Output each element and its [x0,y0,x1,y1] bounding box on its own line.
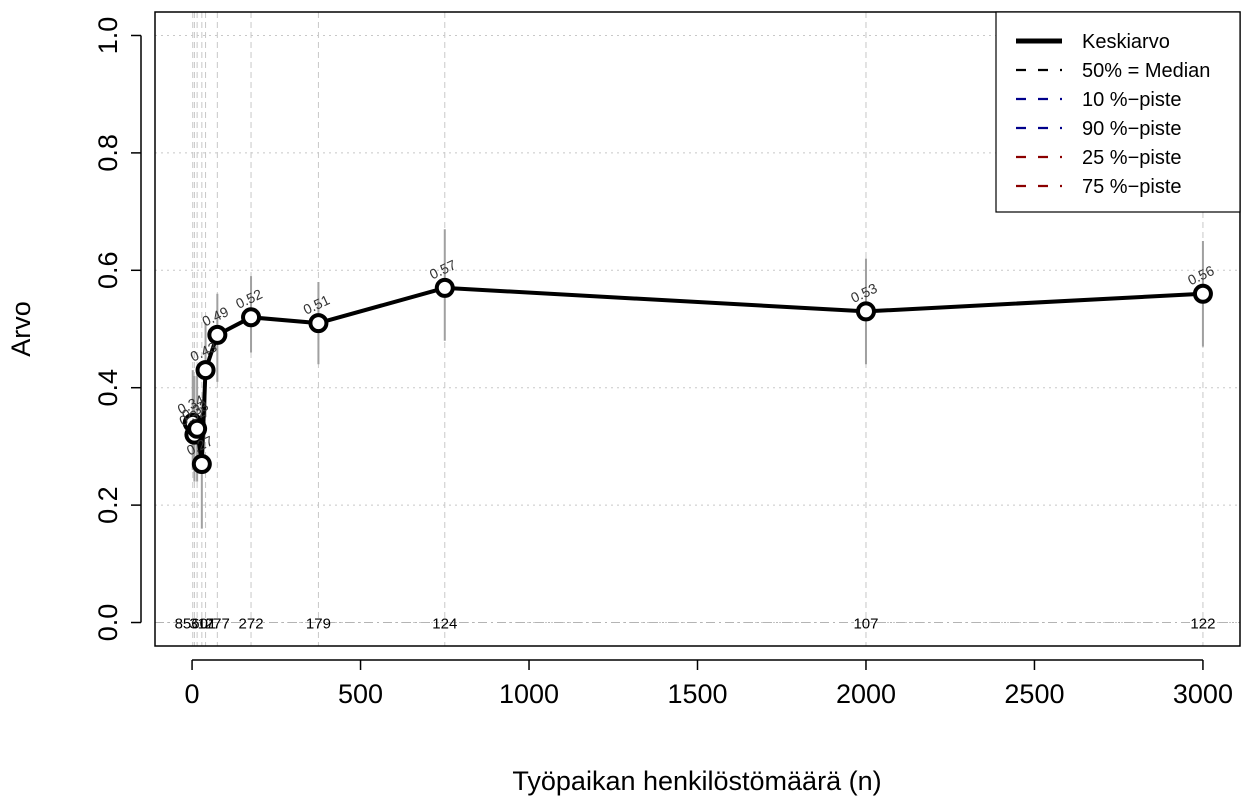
mean-point [1192,283,1213,304]
count-label: 107 [853,616,878,633]
legend-box [995,11,1241,213]
mean-point [308,313,329,334]
count-label: 179 [306,616,331,633]
count-label: 122 [1190,616,1215,633]
y-tick-label: 0.8 [93,134,123,172]
legend-label: 25 %−piste [1082,147,1182,169]
y-tick-label: 0.0 [93,604,123,642]
mean-point [207,324,228,345]
mean-point [187,418,208,439]
mean-point [241,307,262,328]
x-tick-label: 0 [185,679,200,709]
x-tick-label: 1000 [499,679,559,709]
legend-label: Keskiarvo [1082,31,1170,53]
y-axis-title: Arvo [6,301,36,357]
mean-point [191,454,212,475]
x-tick-label: 3000 [1173,679,1233,709]
count-label: 124 [432,616,457,633]
x-tick-label: 500 [338,679,383,709]
y-tick-label: 0.6 [93,252,123,290]
legend-label: 10 %−piste [1082,89,1182,111]
y-tick-label: 1.0 [93,17,123,55]
legend: Keskiarvo 50% = Median 10 %−piste 90 %−pist… [995,11,1241,213]
x-tick-label: 2500 [1004,679,1064,709]
mean-line-layer [190,285,1204,466]
x-axis-title: Työpaikan henkilöstömäärä (n) [512,766,881,796]
plot-frame [154,11,1241,647]
x-tick-label: 1500 [667,679,727,709]
mean-point [434,277,455,298]
count-label: 277 [205,616,230,633]
legend-label: 75 %−piste [1082,176,1182,198]
mean-point [195,360,216,381]
range-bars [191,229,1204,529]
count-label: 85601 [175,616,217,633]
count-label: 272 [239,616,264,633]
mean-line [190,285,1204,466]
data-labels: 0.340.320.330.270.430.490.52 0.510.570.53… [175,256,1217,458]
legend-label: 90 %−piste [1082,118,1182,140]
y-tick-label: 0.2 [93,486,123,524]
y-tick-label: 0.4 [93,369,123,407]
mean-points [182,277,1213,475]
axes: 0 500 1000 1500 2000 2500 3000 0.0 0.2 0.4 0.6 0.8 1… [93,17,1233,709]
legend-entries: Keskiarvo 50% = Median 10 %−piste 90 %−pist… [1016,31,1210,198]
count-label: 317 [189,616,214,633]
legend-label: 50% = Median [1082,60,1210,82]
x-tick-label: 2000 [836,679,896,709]
mean-point [855,301,876,322]
